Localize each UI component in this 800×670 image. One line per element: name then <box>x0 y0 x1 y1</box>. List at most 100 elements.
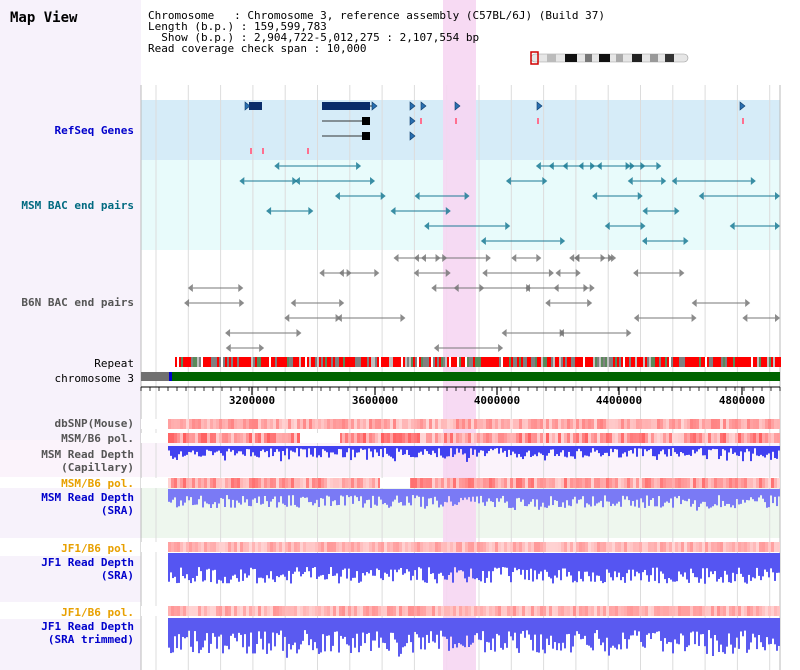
heat-cell <box>408 606 411 616</box>
repeat-track <box>175 357 781 367</box>
repeat-segment <box>519 357 521 367</box>
depth-bar <box>576 446 578 452</box>
depth-bar <box>380 553 382 579</box>
depth-bar <box>570 489 572 507</box>
heat-cell <box>600 606 603 616</box>
heat-cell <box>561 478 564 488</box>
depth-bar <box>232 618 234 634</box>
depth-bar <box>496 618 498 634</box>
heat-cell <box>201 419 204 429</box>
depth-bar <box>486 553 488 578</box>
heat-cell <box>279 478 282 488</box>
depth-bar <box>402 618 404 648</box>
depth-bar <box>542 618 544 650</box>
depth-bar <box>508 618 510 632</box>
depth-bar <box>352 446 354 450</box>
depth-bar <box>746 446 748 449</box>
heat-cell <box>231 542 234 552</box>
depth-bar <box>504 489 506 503</box>
depth-bar <box>478 446 480 453</box>
heat-cell <box>492 478 495 488</box>
depth-bar <box>754 446 756 449</box>
depth-bar <box>254 553 256 569</box>
depth-bar <box>212 553 214 571</box>
heat-cell <box>534 542 537 552</box>
depth-bar <box>352 618 354 639</box>
depth-bar <box>212 489 214 505</box>
heat-cell <box>639 419 642 429</box>
heat-cell <box>612 478 615 488</box>
depth-bar <box>530 618 532 640</box>
depth-bar <box>168 446 170 451</box>
dbsnp-track <box>141 419 780 429</box>
bac-end-right-icon <box>626 329 632 337</box>
depth-bar <box>738 489 740 505</box>
depth-bar <box>540 446 542 454</box>
depth-bar <box>608 618 610 656</box>
heat-cell <box>201 433 204 443</box>
heat-cell <box>219 606 222 616</box>
repeat-segment <box>753 357 755 367</box>
depth-bar <box>262 618 264 650</box>
heat-cell <box>204 542 207 552</box>
depth-bar <box>320 446 322 458</box>
msm-bac-pairs <box>239 162 780 245</box>
heat-cell <box>513 419 516 429</box>
heat-cell <box>477 478 480 488</box>
heat-cell <box>381 419 384 429</box>
depth-bar <box>758 446 760 457</box>
depth-bar <box>184 489 186 503</box>
depth-bar <box>770 618 772 644</box>
depth-bar <box>634 618 636 631</box>
repeat-segment <box>709 357 711 367</box>
depth-bar <box>708 489 710 509</box>
heat-cell <box>738 542 741 552</box>
depth-bar <box>268 446 270 458</box>
depth-bar <box>704 489 706 502</box>
depth-bar <box>746 553 748 584</box>
heat-cell <box>699 478 702 488</box>
depth-bar <box>432 553 434 574</box>
heat-cell <box>573 478 576 488</box>
heat-cell <box>201 478 204 488</box>
heat-cell <box>756 542 759 552</box>
bac-end-left-icon <box>480 237 486 245</box>
depth-bar <box>482 553 484 571</box>
heat-cell <box>282 542 285 552</box>
depth-bar <box>500 618 502 648</box>
heat-cell <box>210 542 213 552</box>
repeat-segment <box>531 357 533 367</box>
depth-bar <box>450 618 452 637</box>
depth-bar <box>648 489 650 506</box>
jf1-pol2-label: JF1/B6 pol. <box>61 606 134 619</box>
depth-bar <box>176 446 178 460</box>
heat-cell <box>213 419 216 429</box>
repeat-segment <box>269 357 271 367</box>
depth-bar <box>360 489 362 497</box>
depth-bar <box>208 489 210 505</box>
depth-bar <box>684 618 686 652</box>
depth-bar <box>612 489 614 504</box>
depth-bar <box>476 489 478 497</box>
heat-cell <box>192 478 195 488</box>
depth-bar <box>778 553 780 573</box>
depth-bar <box>186 553 188 575</box>
depth-bar <box>268 618 270 644</box>
depth-bar <box>712 489 714 507</box>
depth-bar <box>624 553 626 583</box>
heat-cell <box>729 542 732 552</box>
heat-cell <box>390 433 393 443</box>
heat-cell <box>741 419 744 429</box>
depth-bar <box>620 553 622 581</box>
depth-bar <box>512 553 514 572</box>
heat-cell <box>627 433 630 443</box>
depth-bar <box>582 489 584 497</box>
depth-bar <box>226 446 228 452</box>
repeat-segment <box>597 357 599 367</box>
heat-cell <box>615 542 618 552</box>
heat-cell <box>546 542 549 552</box>
depth-bar <box>644 553 646 570</box>
depth-bar <box>244 446 246 456</box>
depth-bar <box>740 446 742 452</box>
